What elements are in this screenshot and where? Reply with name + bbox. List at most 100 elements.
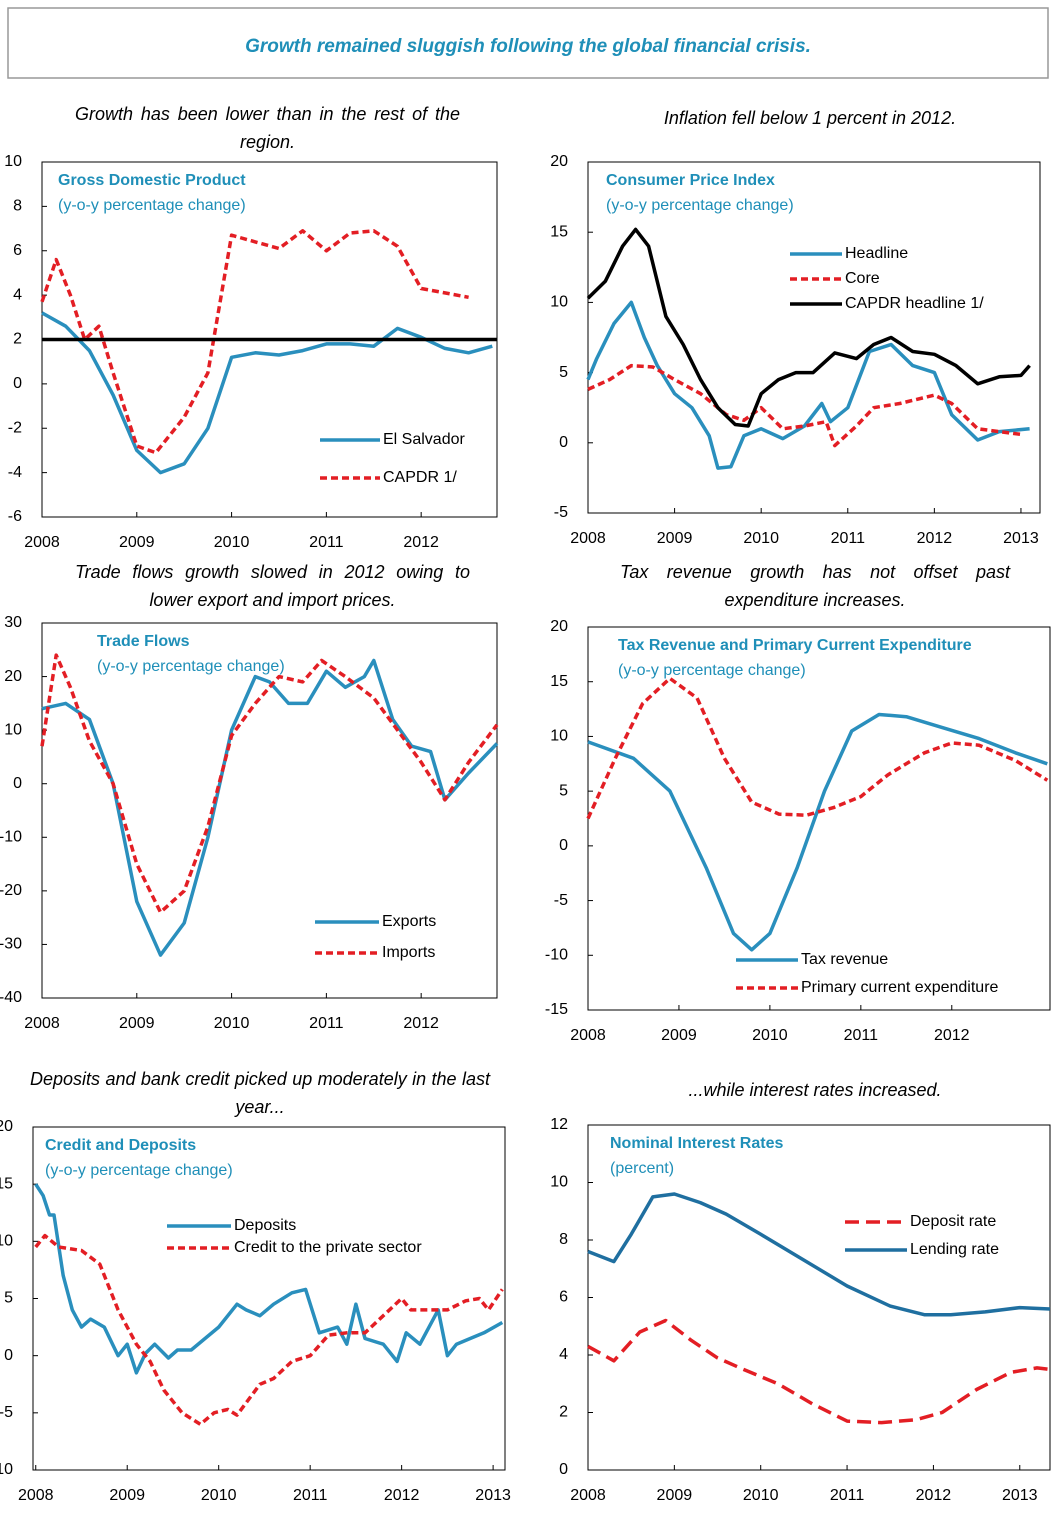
x-tick-label: 2008 bbox=[24, 534, 60, 551]
x-tick-label: 2012 bbox=[403, 1015, 439, 1032]
legend-label: Deposit rate bbox=[910, 1213, 996, 1230]
y-tick-label: 20 bbox=[550, 153, 568, 170]
y-tick-label: 8 bbox=[13, 198, 22, 215]
x-tick-label: 2013 bbox=[475, 1487, 511, 1504]
plot-frame bbox=[41, 622, 498, 999]
y-tick-label: -5 bbox=[0, 1404, 13, 1421]
y-tick-label: 0 bbox=[13, 775, 22, 792]
y-tick-label: 30 bbox=[4, 614, 22, 631]
y-tick-label: 10 bbox=[550, 1174, 568, 1191]
series-line bbox=[586, 300, 1030, 470]
chart-units: (percent) bbox=[610, 1160, 674, 1177]
x-tick-label: 2008 bbox=[24, 1015, 60, 1032]
chart-units: (y-o-y percentage change) bbox=[97, 658, 285, 675]
x-tick-label: 2010 bbox=[214, 1015, 250, 1032]
y-tick-label: -2 bbox=[8, 419, 22, 436]
y-tick-label: -10 bbox=[0, 1461, 13, 1478]
y-tick-label: 15 bbox=[550, 223, 568, 240]
y-tick-label: 10 bbox=[550, 728, 568, 745]
series-line bbox=[34, 1183, 504, 1375]
caption: Growth has been lower than in the rest o… bbox=[75, 104, 460, 152]
x-tick-label: 2012 bbox=[917, 530, 953, 547]
legend-label: Imports bbox=[382, 944, 435, 961]
y-tick-label: 5 bbox=[559, 782, 568, 799]
y-tick-label: 2 bbox=[559, 1404, 568, 1421]
x-tick-label: 2011 bbox=[844, 1027, 879, 1044]
caption: Trade flows growth slowed in 2012 owing … bbox=[75, 562, 470, 610]
y-tick-label: 12 bbox=[550, 1116, 568, 1133]
series-line bbox=[586, 227, 1031, 428]
x-tick-label: 2011 bbox=[831, 530, 866, 547]
x-tick-label: 2012 bbox=[403, 534, 439, 551]
x-tick-label: 2008 bbox=[18, 1487, 54, 1504]
x-tick-label: 2012 bbox=[934, 1027, 970, 1044]
y-tick-label: 20 bbox=[550, 618, 568, 635]
x-tick-label: 2008 bbox=[570, 1027, 606, 1044]
y-tick-label: 10 bbox=[550, 294, 568, 311]
x-tick-label: 2008 bbox=[570, 530, 606, 547]
series-line bbox=[41, 311, 493, 475]
y-tick-label: 10 bbox=[4, 153, 22, 170]
x-tick-label: 2009 bbox=[657, 1487, 693, 1504]
legend-label: El Salvador bbox=[383, 431, 465, 448]
series-line bbox=[587, 363, 1022, 448]
y-tick-label: 5 bbox=[559, 364, 568, 381]
y-tick-label: 6 bbox=[559, 1289, 568, 1306]
plot-frame bbox=[587, 161, 1041, 514]
x-tick-label: 2008 bbox=[570, 1487, 606, 1504]
chart-title: Consumer Price Index bbox=[606, 172, 775, 189]
caption: Tax revenue growth has not offset past e… bbox=[620, 562, 1010, 610]
legend-label: Exports bbox=[382, 913, 436, 930]
y-tick-label: -30 bbox=[0, 936, 22, 953]
y-tick-label: -20 bbox=[0, 882, 22, 899]
chart-title: Tax Revenue and Primary Current Expendit… bbox=[618, 637, 972, 654]
chart-units: (y-o-y percentage change) bbox=[618, 662, 806, 679]
x-tick-label: 2010 bbox=[752, 1027, 788, 1044]
x-tick-label: 2010 bbox=[743, 530, 779, 547]
chart-units: (y-o-y percentage change) bbox=[58, 197, 246, 214]
y-tick-label: 0 bbox=[559, 1461, 568, 1478]
chart-title: Nominal Interest Rates bbox=[610, 1135, 783, 1152]
y-tick-label: -40 bbox=[0, 989, 22, 1006]
x-tick-label: 2012 bbox=[384, 1487, 420, 1504]
y-tick-label: 8 bbox=[559, 1231, 568, 1248]
y-tick-label: -6 bbox=[8, 508, 22, 525]
series-line bbox=[41, 658, 499, 957]
y-tick-label: 2 bbox=[13, 331, 22, 348]
y-tick-label: 5 bbox=[4, 1290, 13, 1307]
y-tick-label: 0 bbox=[4, 1347, 13, 1364]
x-tick-label: 2009 bbox=[661, 1027, 697, 1044]
legend-label: Primary current expenditure bbox=[801, 979, 999, 996]
x-tick-label: 2011 bbox=[293, 1487, 328, 1504]
chart-units: (y-o-y percentage change) bbox=[606, 197, 794, 214]
y-tick-label: 20 bbox=[0, 1118, 13, 1135]
x-tick-label: 2010 bbox=[214, 534, 250, 551]
x-tick-label: 2010 bbox=[201, 1487, 237, 1504]
legend-label: Deposits bbox=[234, 1217, 296, 1234]
x-tick-label: 2011 bbox=[309, 534, 344, 551]
series-line bbox=[40, 229, 469, 455]
chart-title: Credit and Deposits bbox=[45, 1137, 196, 1154]
y-tick-label: 15 bbox=[550, 673, 568, 690]
y-tick-label: -4 bbox=[8, 464, 22, 481]
caption: ...while interest rates increased. bbox=[688, 1080, 942, 1100]
x-tick-label: 2012 bbox=[916, 1487, 952, 1504]
y-tick-label: 0 bbox=[559, 837, 568, 854]
y-tick-label: -5 bbox=[554, 504, 568, 521]
y-tick-label: 10 bbox=[4, 721, 22, 738]
y-tick-label: 4 bbox=[13, 286, 22, 303]
x-tick-label: 2009 bbox=[657, 530, 693, 547]
x-tick-label: 2011 bbox=[309, 1015, 344, 1032]
x-tick-label: 2009 bbox=[109, 1487, 145, 1504]
legend-label: Core bbox=[845, 270, 880, 287]
legend-label: Lending rate bbox=[910, 1241, 999, 1258]
legend-label: Headline bbox=[845, 245, 908, 262]
y-tick-label: -10 bbox=[0, 829, 22, 846]
chart-title: Gross Domestic Product bbox=[58, 172, 246, 189]
header-box bbox=[7, 7, 1049, 79]
x-tick-label: 2009 bbox=[119, 534, 155, 551]
legend-label: CAPDR 1/ bbox=[383, 469, 457, 486]
legend-label: Credit to the private sector bbox=[234, 1239, 422, 1256]
